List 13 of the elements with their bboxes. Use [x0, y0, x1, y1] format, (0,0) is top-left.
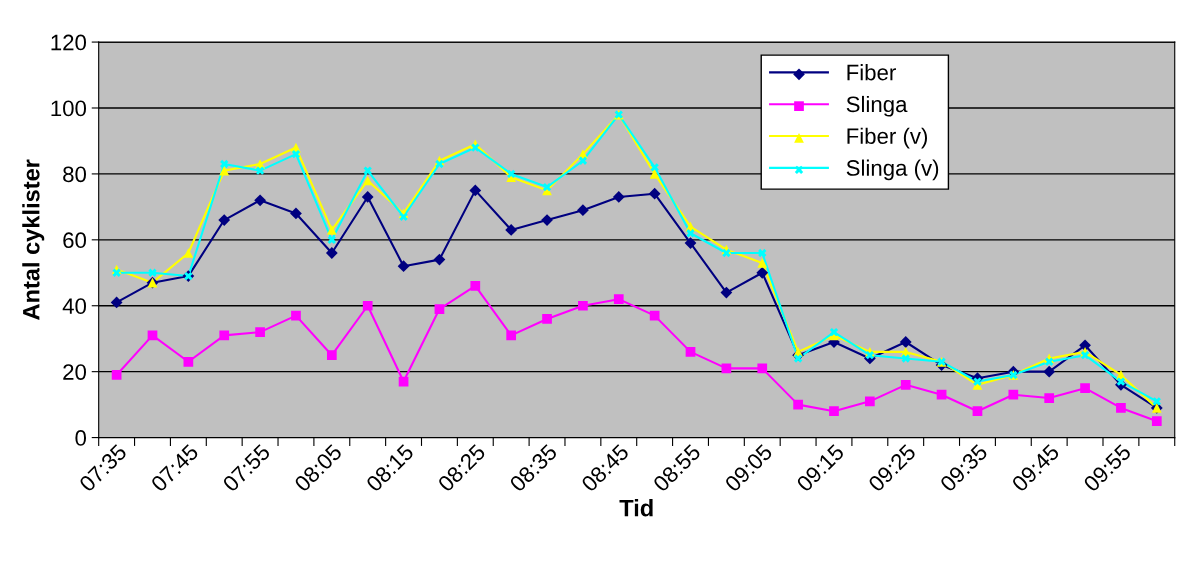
x-axis-title: Tid: [619, 499, 653, 517]
legend-label: Slinga: [846, 95, 908, 117]
legend-label: Fiber: [847, 64, 896, 81]
legend-label: Fiber (v): [847, 127, 927, 149]
y-tick-label: 20: [63, 364, 87, 380]
y-tick-label: 0: [75, 430, 87, 446]
y-axis-title: Antal cyklister: [22, 159, 45, 320]
y-tick-label: 80: [63, 166, 87, 183]
y-tick-label: 60: [63, 232, 87, 249]
y-tick-label: 100: [51, 100, 87, 117]
legend-label: Slinga (v): [846, 159, 939, 181]
y-tick-label: 120: [51, 34, 87, 51]
y-tick-label: 40: [62, 298, 87, 315]
